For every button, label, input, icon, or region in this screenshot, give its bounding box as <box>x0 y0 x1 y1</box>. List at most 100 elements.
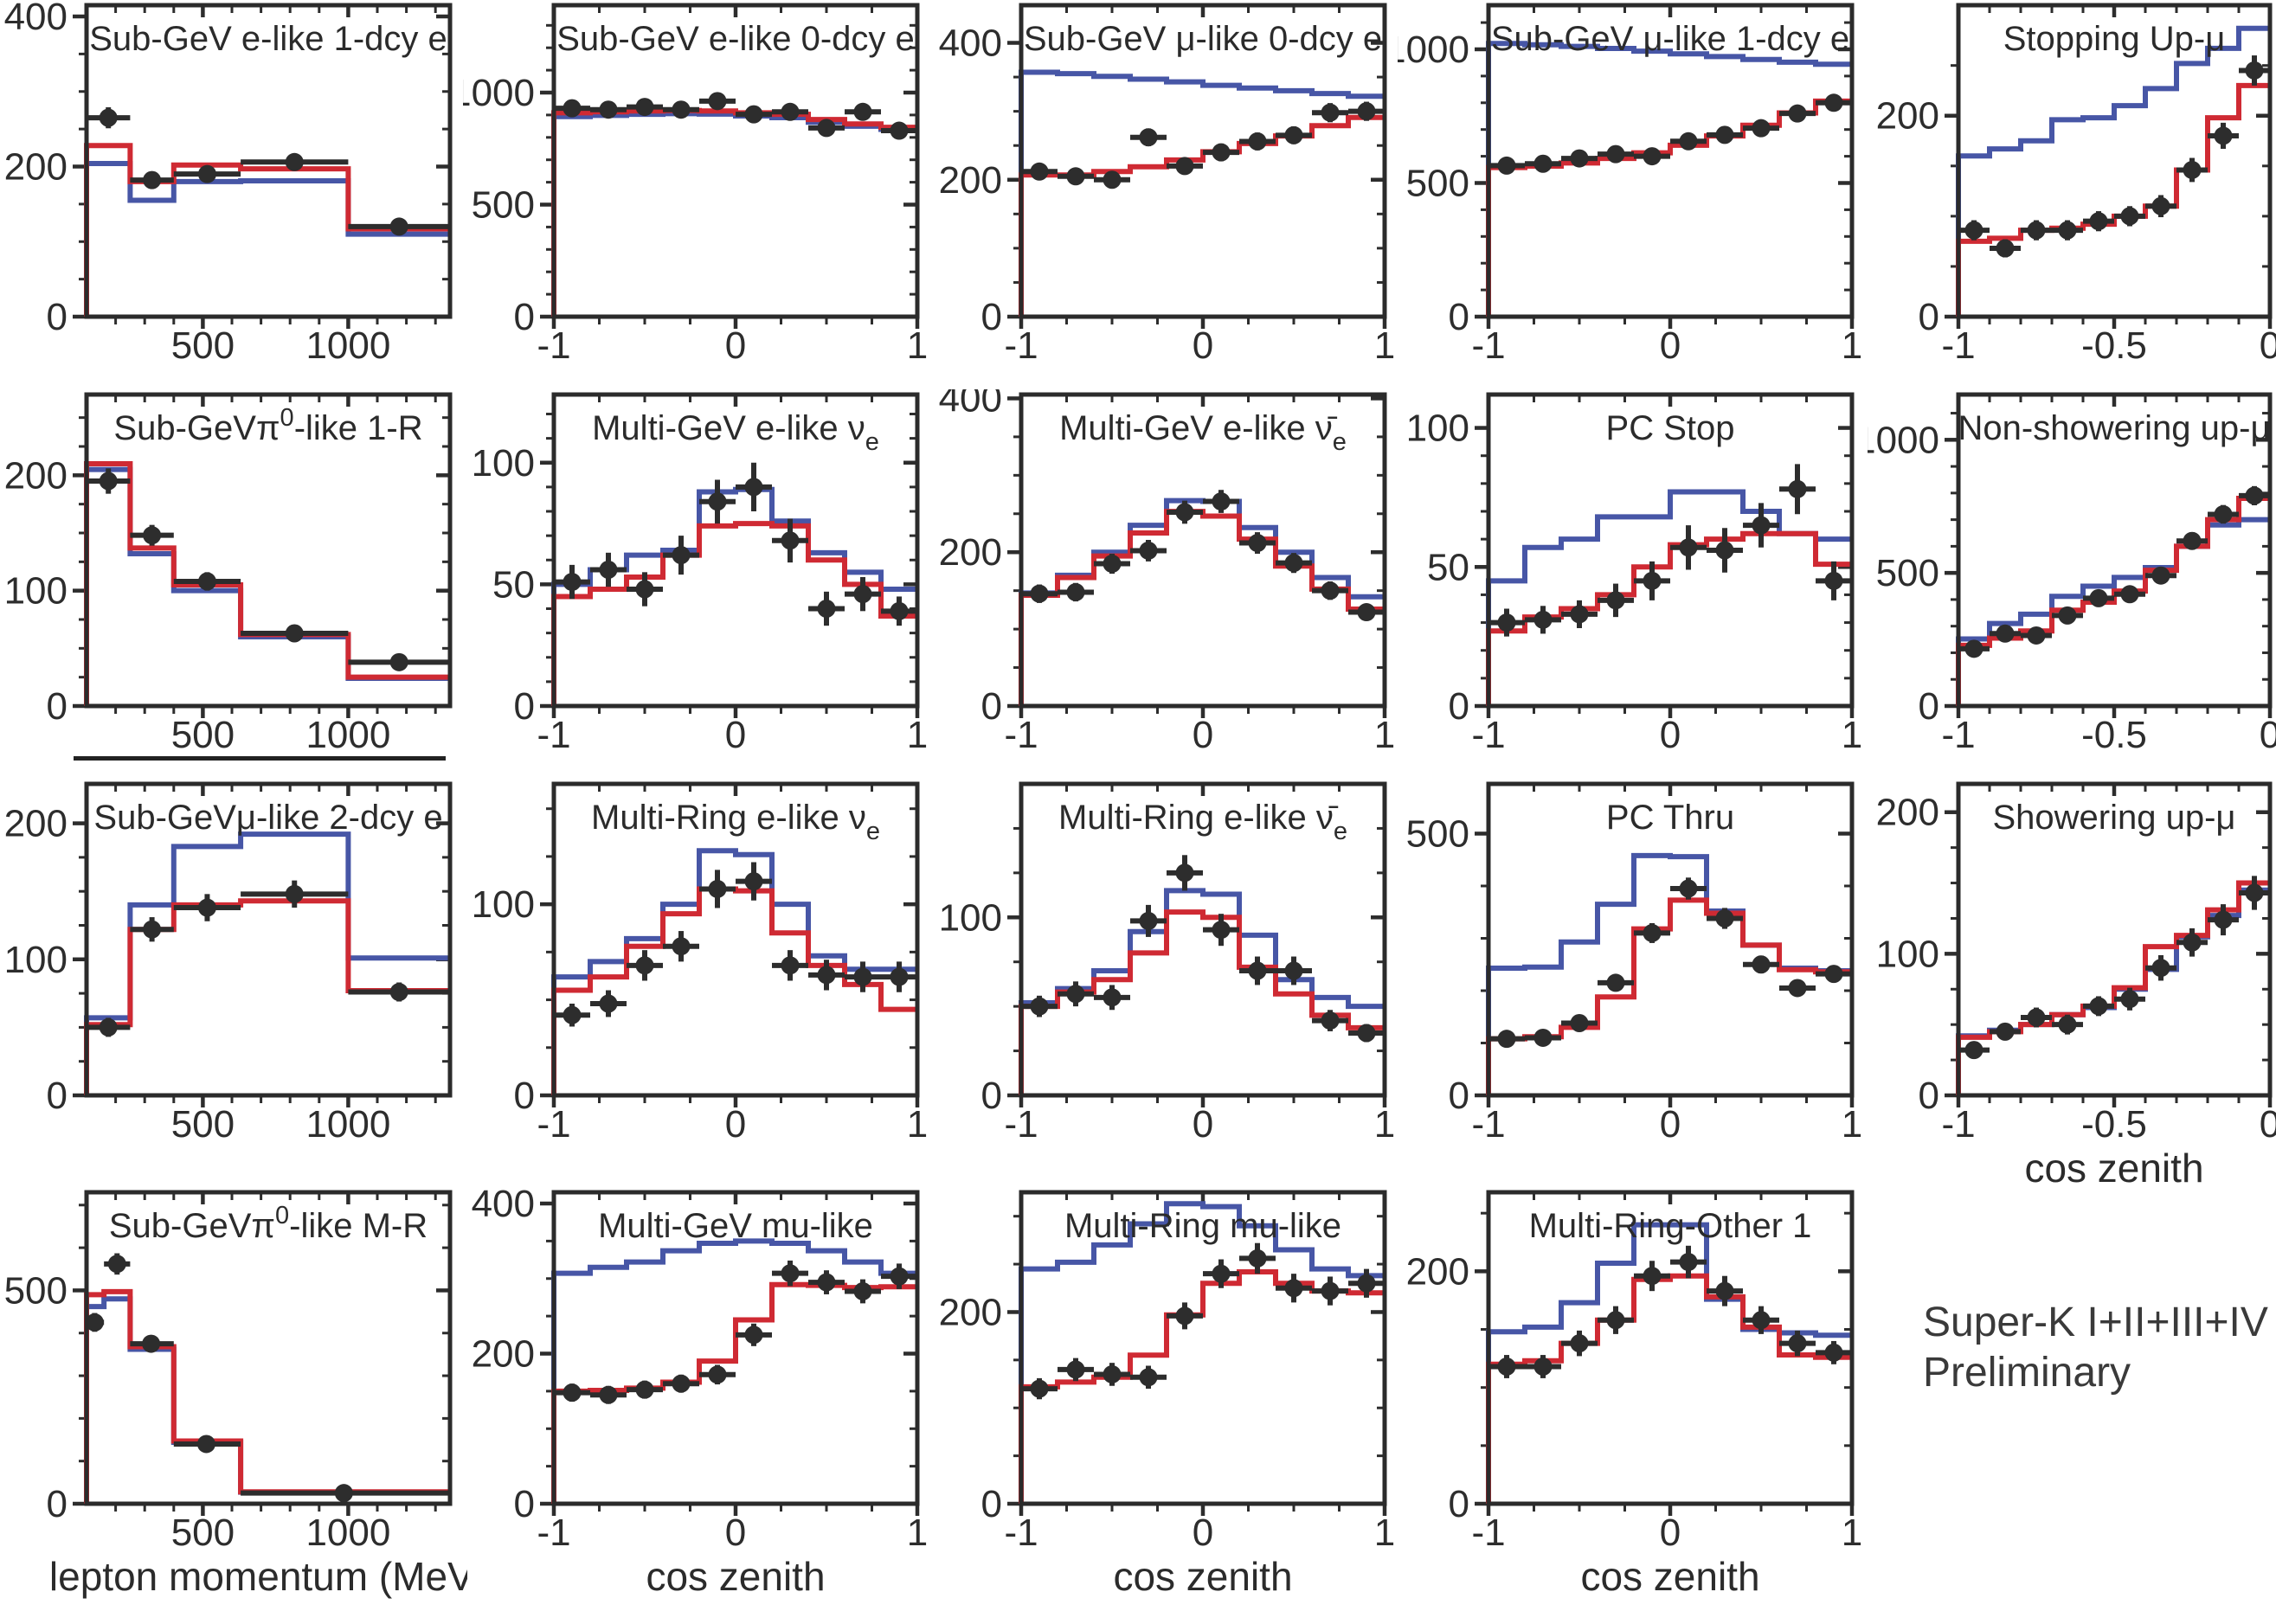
plot-frame <box>1956 781 2273 1098</box>
panel-sub-gev-mu-like-2-dcy-e: 0 100 200 500 1000 Sub-GeVμ-like 2-dcy e <box>0 779 467 1216</box>
panel-title: Sub-GeV μ-like 1-dcy e <box>1491 20 1849 58</box>
data-points <box>554 1260 917 1404</box>
svg-text:0: 0 <box>514 685 535 728</box>
svg-text:400: 400 <box>939 22 1002 65</box>
svg-text:-1: -1 <box>1471 1512 1505 1554</box>
histogram-blue <box>1486 489 1852 706</box>
panel-pc-thru: 0 500 -1 0 1 PC Thru <box>1398 779 1869 1216</box>
svg-text:1: 1 <box>1842 324 1862 367</box>
panel-multi-ring-mu-like: 0 200 -1 0 1 Multi-Ring mu-like cos zenith <box>930 1187 1402 1624</box>
svg-text:0: 0 <box>2260 324 2276 367</box>
svg-text:0: 0 <box>1660 324 1681 367</box>
svg-text:200: 200 <box>939 1291 1002 1333</box>
data-points <box>87 468 450 671</box>
panel-title: Multi-GeV e-like ν̄e <box>1059 409 1347 456</box>
plot-frame <box>1019 1190 1387 1506</box>
histogram-blue <box>551 1238 917 1504</box>
svg-text:0: 0 <box>725 714 746 756</box>
svg-text:1: 1 <box>1374 1103 1395 1146</box>
svg-text:0: 0 <box>1449 1075 1469 1117</box>
svg-text:500: 500 <box>1406 812 1469 855</box>
panel-sub-gev-e-like-1-dcy-e: 0 200 400 500 1000 Sub-GeV e-like 1-dcy e <box>0 0 467 437</box>
axis-tick-labels: 0 500 500 1000 <box>4 1269 391 1554</box>
panel-title: Multi-Ring e-like νe <box>591 799 880 845</box>
axis-tick-labels: 0 500 1000 -1 -0.5 0 <box>1855 419 2276 756</box>
svg-text:200: 200 <box>939 159 1002 202</box>
histogram-red <box>1019 1268 1385 1504</box>
data-points <box>85 1253 450 1503</box>
svg-text:-1: -1 <box>537 1103 570 1146</box>
x-axis-title: lepton momentum (MeV) <box>49 1554 467 1599</box>
axis-tick-labels: 0 200 400 500 1000 <box>4 0 391 367</box>
axis-tick-labels: 0 100 200 -1 -0.5 0 <box>1876 792 2276 1146</box>
svg-text:0: 0 <box>1449 296 1469 338</box>
svg-text:1000: 1000 <box>305 1512 390 1554</box>
svg-text:-0.5: -0.5 <box>2081 1103 2147 1146</box>
svg-text:1: 1 <box>907 324 928 367</box>
panel-title: Sub-GeVπ0-like M-R <box>109 1202 428 1245</box>
svg-text:100: 100 <box>939 896 1002 939</box>
data-points <box>554 462 917 626</box>
panel-svg: 0 500 500 1000 Sub-GeVπ0-like M-R lepton mome… <box>4 1190 487 1599</box>
svg-text:500: 500 <box>171 1103 235 1146</box>
annotation-line-2: Preliminary <box>1923 1349 2131 1396</box>
svg-text:500: 500 <box>1876 552 1939 594</box>
svg-text:200: 200 <box>472 1333 535 1376</box>
svg-text:0: 0 <box>514 1075 535 1117</box>
svg-text:-1: -1 <box>1004 1103 1038 1146</box>
panel-multi-ring-other-1: 0 200 -1 0 1 Multi-Ring-Other 1 cos zenith <box>1398 1187 1869 1624</box>
svg-text:0: 0 <box>47 296 68 338</box>
svg-text:0: 0 <box>514 296 535 338</box>
svg-text:0: 0 <box>981 685 1002 728</box>
svg-text:-1: -1 <box>1004 324 1038 367</box>
panel-stopping-up-mu: 0 200 -1 -0.5 0 Stopping Up-μ <box>1868 0 2276 437</box>
histogram-red <box>84 1288 450 1504</box>
plot-frame <box>551 3 920 319</box>
svg-text:0: 0 <box>47 685 68 728</box>
svg-text:0: 0 <box>981 1483 1002 1525</box>
panel-svg: 0 200 400 500 1000 Sub-GeV e-like 1-dcy e <box>4 0 453 367</box>
histogram-red <box>1486 98 1852 317</box>
panel-title: Stopping Up-μ <box>2003 20 2226 58</box>
svg-text:100: 100 <box>1876 933 1939 975</box>
svg-text:1000: 1000 <box>1398 29 1469 71</box>
histogram-blue <box>1019 497 1385 706</box>
svg-text:200: 200 <box>1406 1250 1469 1293</box>
svg-text:0: 0 <box>1660 714 1681 756</box>
svg-text:500: 500 <box>171 1512 235 1554</box>
panel-title: Multi-Ring e-like ν̄e <box>1058 799 1347 845</box>
panel-title: Sub-GeVμ-like 2-dcy e <box>93 799 442 837</box>
svg-text:50: 50 <box>492 563 535 606</box>
svg-text:100: 100 <box>472 442 535 485</box>
axis-tick-labels: 0 100 200 500 1000 <box>4 803 391 1146</box>
svg-text:-1: -1 <box>537 1512 570 1554</box>
plot-frame <box>1956 392 2273 709</box>
data-points <box>554 862 917 1027</box>
svg-text:100: 100 <box>472 883 535 926</box>
panel-title: Sub-GeV e-like 0-dcy e <box>556 20 915 58</box>
svg-text:1000: 1000 <box>1868 419 1939 461</box>
axis-tick-labels: 0 100 200 500 1000 <box>4 454 391 756</box>
plot-frame <box>1019 781 1387 1098</box>
svg-text:0: 0 <box>47 1483 68 1525</box>
histogram-blue <box>1019 69 1385 317</box>
data-points <box>1488 1245 1852 1378</box>
x-axis-title: cos zenith <box>646 1554 825 1599</box>
plot-frame <box>1486 781 1855 1098</box>
panel-title: Multi-Ring-Other 1 <box>1529 1207 1812 1245</box>
panel-pc-stop: 0 50 100 -1 0 1 PC Stop <box>1398 389 1869 826</box>
svg-text:-1: -1 <box>1941 714 1975 756</box>
panel-title: Multi-Ring mu-like <box>1064 1207 1341 1245</box>
panel-title: PC Thru <box>1606 799 1734 837</box>
panel-title: Sub-GeVπ0-like 1-R <box>113 404 422 447</box>
panel-multi-ring-e-like-nu-e: 0 100 -1 0 1 Multi-Ring e-like νe <box>463 779 935 1216</box>
plot-frame <box>1486 3 1855 319</box>
